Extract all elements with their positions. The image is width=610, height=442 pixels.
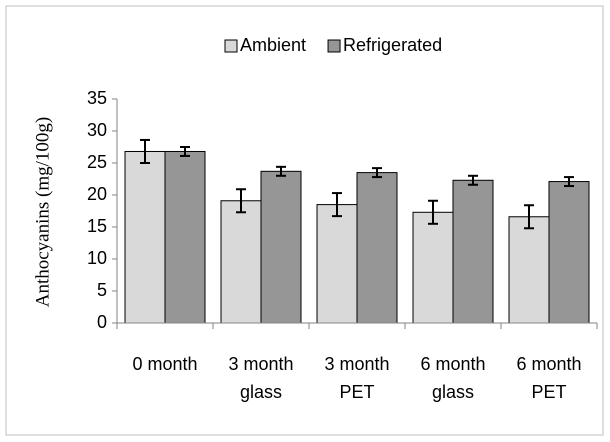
chart-frame [5, 5, 604, 436]
x-tick-label: 6 month [516, 354, 581, 374]
error-bar [276, 165, 286, 177]
bar [316, 204, 358, 324]
bar [164, 150, 206, 324]
y-tick-label: 5 [97, 280, 107, 300]
y-tick-label: 25 [87, 152, 107, 172]
bar [260, 170, 302, 324]
y-tick-label: 35 [87, 88, 107, 108]
error-bar [524, 204, 534, 230]
error-bar [564, 176, 574, 188]
x-tick-label: 0 month [132, 354, 197, 374]
y-tick-label: 15 [87, 216, 107, 236]
y-tick-label: 30 [87, 120, 107, 140]
legend-label: Ambient [240, 35, 306, 55]
bar [452, 179, 494, 324]
x-tick-label: glass [240, 382, 282, 402]
legend-swatch [224, 39, 238, 53]
bar [508, 216, 550, 324]
x-tick-label: glass [432, 382, 474, 402]
x-tick-label: 6 month [420, 354, 485, 374]
y-tick-label: 20 [87, 184, 107, 204]
x-tick-label: 3 month [228, 354, 293, 374]
bar [412, 211, 454, 324]
bar [220, 200, 262, 324]
error-bar [468, 174, 478, 186]
error-bar [372, 167, 382, 179]
y-tick-label: 10 [87, 248, 107, 268]
error-bar [236, 188, 246, 214]
y-tick-label: 0 [97, 312, 107, 332]
error-bar [180, 146, 190, 157]
bar [548, 181, 590, 324]
error-bar [140, 138, 150, 164]
legend-swatch [327, 39, 341, 53]
x-tick-label: 3 month [324, 354, 389, 374]
legend-label: Refrigerated [343, 35, 442, 55]
x-tick-label: PET [531, 382, 566, 402]
error-bar [332, 192, 342, 218]
error-bar [428, 199, 438, 225]
x-tick-label: PET [339, 382, 374, 402]
y-axis-label: Anthocyanins (mg/100g) [32, 117, 53, 308]
bar [124, 150, 166, 324]
bar [356, 172, 398, 324]
